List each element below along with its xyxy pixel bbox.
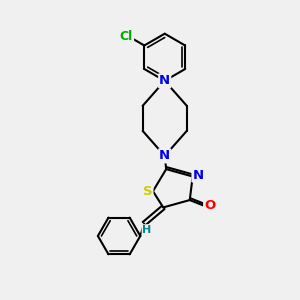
Text: N: N	[192, 169, 204, 182]
Text: Cl: Cl	[120, 30, 133, 43]
Text: H: H	[142, 225, 152, 235]
Text: N: N	[159, 149, 170, 162]
Text: N: N	[159, 74, 170, 87]
Text: S: S	[143, 185, 152, 198]
Text: O: O	[204, 200, 215, 212]
